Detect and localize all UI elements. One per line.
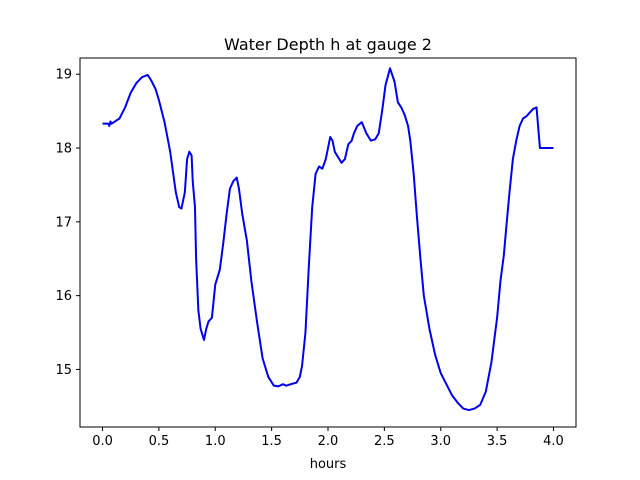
chart-title: Water Depth h at gauge 2 xyxy=(224,35,432,54)
x-tick-label: 2.5 xyxy=(374,434,395,449)
y-tick-label: 15 xyxy=(55,363,72,378)
plot-frame xyxy=(79,57,577,428)
x-tick-label: 1.5 xyxy=(261,434,282,449)
x-tick-label: 2.0 xyxy=(318,434,339,449)
x-axis-label: hours xyxy=(310,457,347,472)
y-tick-label: 16 xyxy=(55,289,72,304)
x-tick-label: 3.0 xyxy=(430,434,451,449)
x-tick-label: 3.5 xyxy=(487,434,508,449)
x-tick-label: 1.0 xyxy=(205,434,226,449)
y-tick-label: 19 xyxy=(55,68,72,83)
x-tick-label: 0.5 xyxy=(149,434,170,449)
series-line-0 xyxy=(102,67,554,412)
axes-layer: 0.0 0.5 1.0 1.5 2.0 2.5 3.0 3.5 4.0 15 16 17 18 19 xyxy=(55,68,563,449)
x-tick-label: 4.0 xyxy=(543,434,564,449)
x-tick-label: 0.0 xyxy=(92,434,113,449)
y-tick-label: 17 xyxy=(55,215,72,230)
y-tick-label: 18 xyxy=(55,142,72,157)
series-layer xyxy=(102,67,554,412)
